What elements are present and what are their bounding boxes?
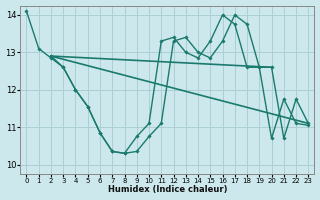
X-axis label: Humidex (Indice chaleur): Humidex (Indice chaleur) (108, 185, 227, 194)
